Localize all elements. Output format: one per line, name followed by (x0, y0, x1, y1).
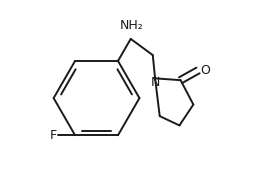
Text: N: N (150, 76, 160, 89)
Text: NH₂: NH₂ (120, 19, 144, 32)
Text: F: F (49, 129, 57, 142)
Text: O: O (200, 64, 210, 77)
